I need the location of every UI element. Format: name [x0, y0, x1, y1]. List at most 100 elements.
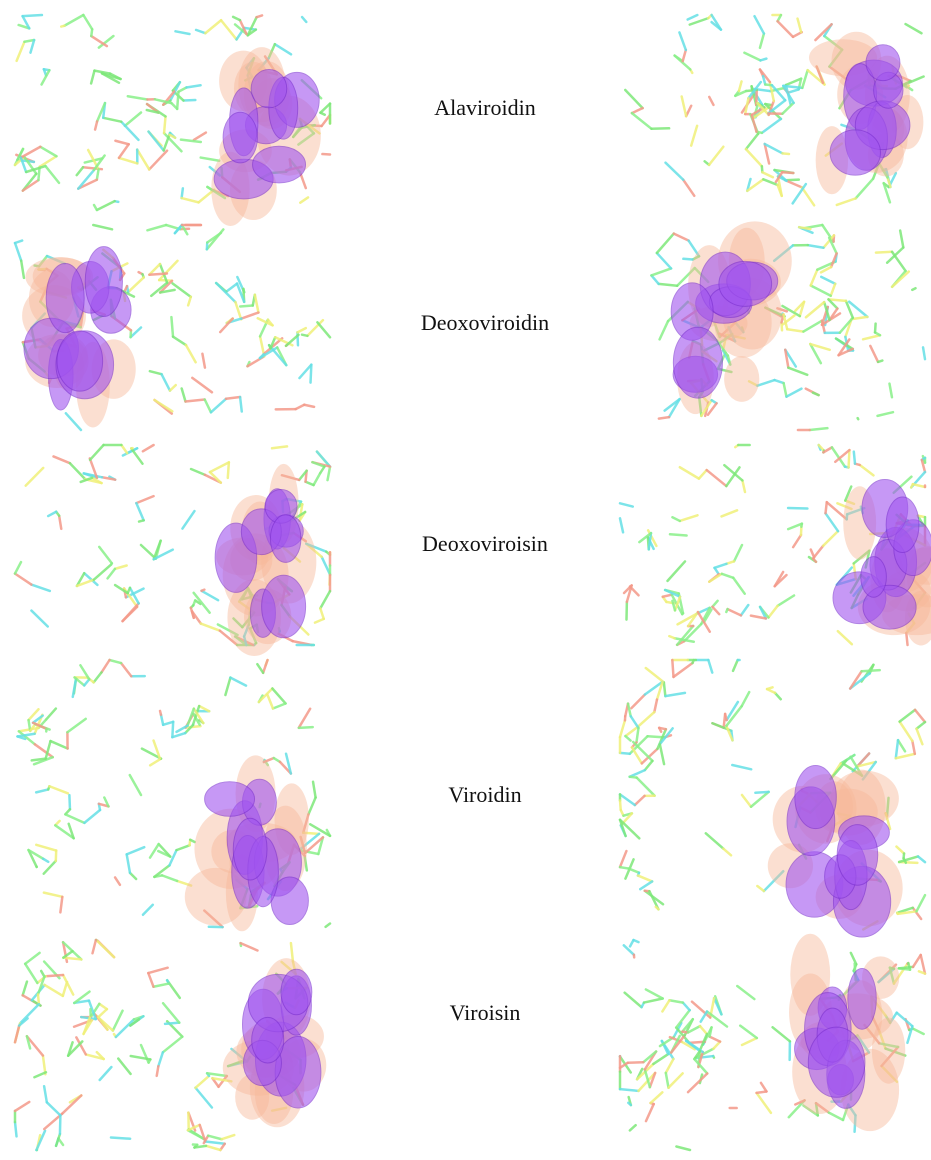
bond — [878, 361, 882, 362]
bond — [147, 225, 166, 230]
bond — [69, 795, 70, 809]
bond — [94, 205, 97, 210]
bond — [25, 964, 37, 983]
row-label: Deoxoviroidin — [421, 310, 549, 335]
bond — [263, 660, 267, 673]
bond — [299, 727, 313, 728]
bond — [93, 940, 96, 953]
bond — [77, 167, 83, 175]
bond — [119, 144, 129, 158]
figure-row: Alaviroidin — [15, 15, 924, 226]
orbital-lobe-negative — [795, 766, 836, 829]
bond — [119, 158, 137, 164]
bond — [161, 715, 163, 725]
bond — [297, 328, 305, 332]
figure-row: Deoxoviroidin — [15, 221, 925, 430]
bond — [651, 268, 671, 275]
molecule-left — [15, 940, 326, 1150]
bond — [666, 1059, 674, 1073]
bond — [182, 511, 194, 529]
bond — [631, 695, 645, 709]
bond — [101, 660, 109, 672]
bond — [306, 482, 314, 485]
orbital-lobe-negative — [262, 575, 306, 638]
bond — [638, 876, 652, 882]
bond — [620, 720, 625, 737]
bond — [96, 940, 114, 957]
bond — [195, 1088, 211, 1108]
bond — [205, 1141, 224, 1143]
bond — [826, 513, 839, 531]
bond — [733, 660, 738, 671]
bond — [683, 50, 686, 61]
page: AlaviroidinDeoxoviroidinDeoxoviroisinVir… — [0, 0, 931, 1155]
bond — [709, 574, 721, 582]
bond — [786, 389, 801, 397]
bond — [257, 15, 262, 17]
bond — [757, 380, 774, 386]
orbital-lobe-negative — [252, 1017, 284, 1063]
molecule-right — [651, 221, 925, 430]
orbital-lobe-negative — [808, 1027, 865, 1097]
orbital-lobe-negative — [281, 969, 312, 1015]
bond — [788, 524, 802, 529]
bond — [672, 660, 673, 677]
bond — [740, 1026, 757, 1038]
bond — [896, 754, 915, 758]
bond — [62, 1095, 81, 1113]
bond — [302, 17, 306, 22]
figure: AlaviroidinDeoxoviroidinDeoxoviroisinVir… — [0, 0, 931, 1155]
bond — [31, 585, 49, 591]
bond — [125, 113, 141, 126]
orbital-lobe-negative — [223, 112, 257, 163]
bond — [802, 70, 807, 88]
bond — [148, 973, 153, 987]
bond — [628, 704, 631, 717]
bond — [111, 1137, 130, 1138]
bond — [739, 81, 742, 91]
bond — [637, 778, 655, 796]
bond — [899, 856, 918, 862]
bond — [233, 17, 240, 20]
bond — [709, 147, 723, 165]
orbital-lobe-negative — [85, 247, 122, 317]
bond — [34, 1072, 46, 1077]
bond — [15, 562, 21, 574]
orbital-lobe-negative — [57, 331, 103, 391]
bond — [38, 995, 39, 1005]
bond — [83, 15, 92, 29]
bond — [722, 574, 733, 578]
bond — [40, 147, 56, 156]
bond — [896, 847, 904, 854]
bond — [713, 1042, 720, 1049]
bond — [912, 741, 914, 754]
bond — [723, 849, 731, 856]
orbital-lobe-negative — [673, 327, 722, 398]
bond — [646, 989, 663, 998]
bond — [153, 984, 168, 987]
figure-row: Viroidin — [17, 660, 925, 937]
bond — [682, 97, 686, 117]
bond — [688, 15, 698, 20]
bond — [137, 150, 149, 170]
bond — [160, 711, 161, 715]
bond — [707, 470, 727, 486]
bond — [44, 1086, 47, 1102]
bond — [128, 96, 147, 99]
bond — [708, 660, 712, 673]
bond — [241, 313, 258, 319]
bond — [97, 201, 115, 210]
bond — [91, 36, 107, 46]
bond — [690, 18, 709, 24]
bond — [73, 678, 76, 697]
bond — [760, 34, 764, 48]
bond — [206, 1146, 220, 1150]
bond — [838, 631, 852, 644]
bond — [99, 547, 112, 563]
bond — [712, 607, 719, 614]
bond — [44, 861, 56, 874]
bond — [707, 1012, 727, 1027]
bond — [162, 374, 170, 390]
bond — [878, 412, 893, 416]
bond — [757, 1093, 771, 1113]
